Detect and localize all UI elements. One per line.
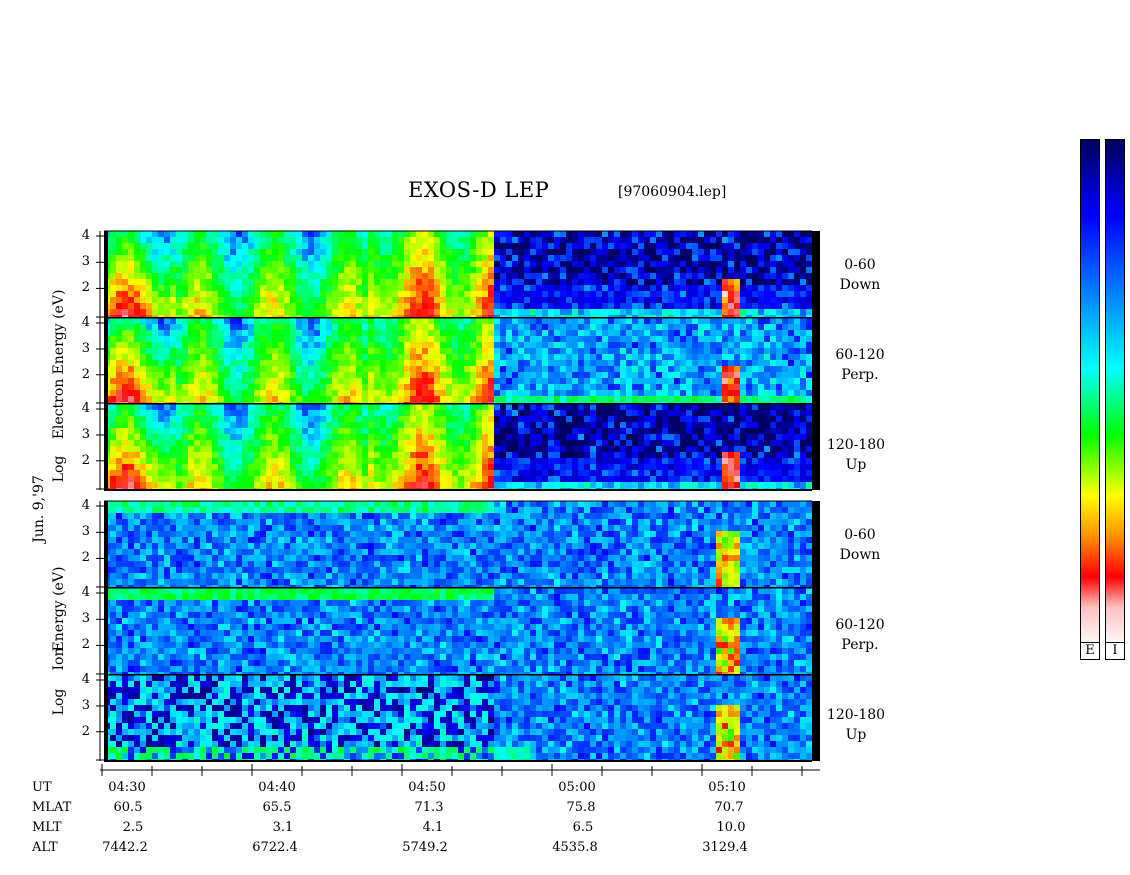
spectrogram-panel: [104, 404, 812, 490]
y-tick-label: 4: [81, 401, 90, 416]
y-tick-label: 2: [81, 452, 90, 468]
spectrogram-panel: [104, 231, 812, 318]
y-tick-label: 4: [81, 585, 90, 600]
row-label-mlt: MLT: [32, 820, 62, 835]
panel-label-e-perp: 60-120 Perp.: [835, 347, 885, 383]
y-tick-label: 2: [81, 550, 90, 566]
electron-energy-label: Energy (eV): [51, 289, 67, 375]
mlt-value: 10.0: [716, 820, 746, 835]
mlat-value: 75.8: [566, 800, 596, 815]
y-tick-label: 2: [81, 280, 90, 296]
panel-label-i-down: 0-60 Down: [839, 527, 881, 563]
y-tick-label: 4: [81, 672, 90, 687]
row-label-alt: ALT: [32, 840, 58, 855]
panel-label-e-down: 0-60 Down: [839, 257, 881, 293]
alt-value: 7442.2: [102, 840, 148, 855]
y-tick-label: 2: [81, 366, 90, 382]
ut-value: 04:30: [108, 780, 146, 795]
y-tick-label: 3: [81, 524, 90, 540]
ut-value: 05:00: [558, 780, 596, 795]
y-tick-label: 3: [81, 254, 90, 270]
mlat-value: 60.5: [113, 800, 143, 815]
mlt-value: 4.1: [422, 820, 444, 835]
mlt-value: 6.5: [572, 820, 594, 835]
alt-value: 5749.2: [402, 840, 448, 855]
alt-value: 3129.4: [702, 840, 748, 855]
row-label-ut: UT: [32, 780, 52, 795]
spectrogram-panel: [104, 318, 812, 404]
mlat-value: 71.3: [414, 800, 444, 815]
mlat-value: 65.5: [262, 800, 292, 815]
spectrogram-panel: [104, 588, 812, 675]
ut-value: 04:50: [408, 780, 446, 795]
ion-energy-label: Energy (eV): [51, 566, 67, 652]
plot-title: EXOS-D LEP: [408, 178, 550, 202]
y-tick-label: 2: [81, 637, 90, 653]
alt-value: 6722.4: [252, 840, 298, 855]
y-tick-label: 4: [81, 315, 90, 330]
y-tick-label: 4: [81, 228, 90, 243]
mlt-value: 2.5: [122, 820, 144, 835]
y-tick-label: 3: [81, 426, 90, 442]
colorbar-ion: [1105, 139, 1125, 649]
colorbar-electron: [1080, 139, 1100, 649]
panel-label-i-up: 120-180 Up: [826, 707, 886, 743]
mlt-value: 3.1: [272, 820, 294, 835]
date-label: Jun. 9,'97: [31, 475, 47, 543]
y-tick-label: 3: [81, 697, 90, 713]
ut-value: 05:10: [708, 780, 746, 795]
file-name: [97060904.lep]: [618, 184, 727, 200]
colorbar-electron-label: E: [1080, 642, 1100, 660]
spectrogram-panel: [104, 501, 812, 588]
y-tick-label: 2: [81, 723, 90, 739]
spectrogram-panel: [104, 675, 812, 761]
alt-value: 4535.8: [552, 840, 598, 855]
row-label-mlat: MLAT: [32, 800, 72, 815]
panel-label-i-perp: 60-120 Perp.: [835, 617, 885, 653]
y-tick-label: 4: [81, 498, 90, 513]
panel-label-e-up: 120-180 Up: [826, 437, 886, 473]
ut-value: 04:40: [258, 780, 296, 795]
y-tick-label: 3: [81, 340, 90, 356]
colorbar-ion-label: I: [1105, 642, 1125, 660]
y-tick-label: 3: [81, 611, 90, 627]
mlat-value: 70.7: [714, 800, 744, 815]
